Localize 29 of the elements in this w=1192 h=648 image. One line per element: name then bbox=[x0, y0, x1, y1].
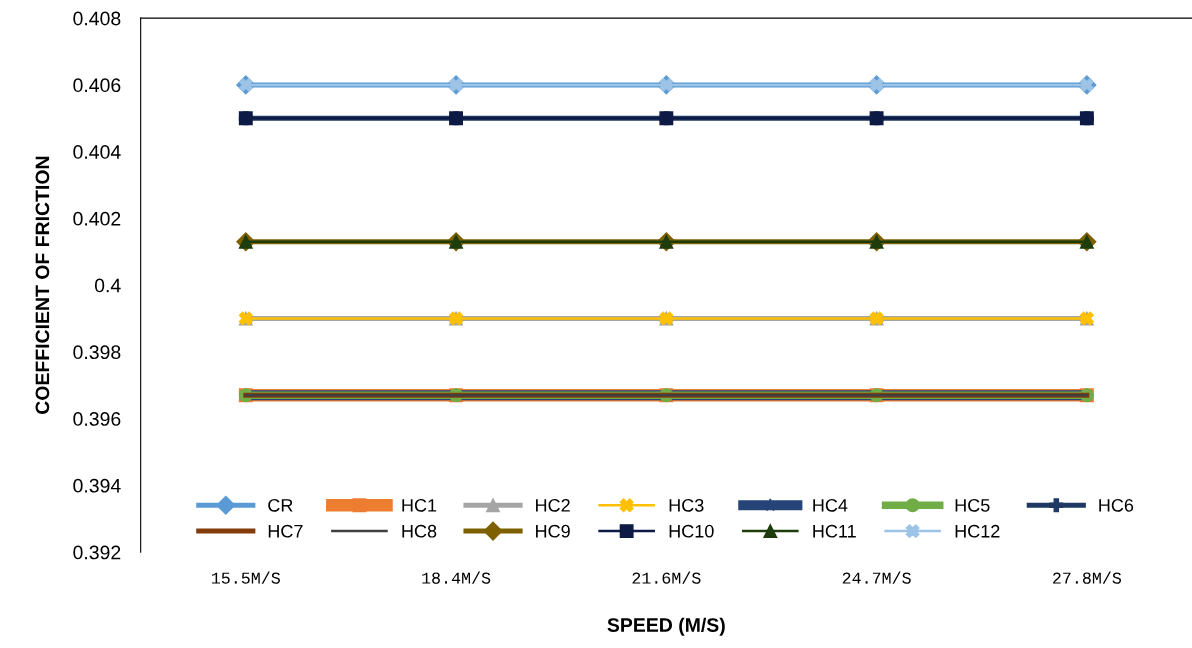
x-tick-label: 21.6M/S bbox=[632, 571, 701, 584]
legend-label: HC5 bbox=[955, 498, 990, 512]
legend-label: HC9 bbox=[536, 524, 570, 538]
y-tick-label: 0.392 bbox=[73, 545, 121, 560]
legend-label: HC3 bbox=[669, 498, 704, 512]
legend-label: HC11 bbox=[813, 524, 856, 538]
legend-label: HC10 bbox=[669, 524, 714, 538]
legend-label: HC2 bbox=[536, 498, 570, 512]
x-tick-label: 24.7M/S bbox=[842, 571, 911, 584]
legend-label: HC8 bbox=[402, 524, 437, 538]
y-tick-label: 0.402 bbox=[73, 211, 121, 226]
y-tick-label: 0.398 bbox=[73, 345, 121, 360]
y-tick-label: 0.394 bbox=[73, 478, 121, 493]
y-tick-label: 0.396 bbox=[73, 412, 121, 426]
y-tick-label: 0.408 bbox=[73, 11, 121, 26]
legend-label: CR bbox=[268, 498, 293, 512]
legend-label: HC6 bbox=[1099, 498, 1134, 512]
legend-label: HC12 bbox=[955, 524, 1000, 538]
x-axis-title: SPEED (M/S) bbox=[607, 617, 725, 636]
x-tick-label: 18.4M/S bbox=[422, 571, 491, 584]
y-axis-title: COEFFICIENT OF FRICTION bbox=[35, 156, 50, 414]
y-tick-label: 0.4 bbox=[94, 278, 121, 293]
legend-label: HC4 bbox=[813, 498, 848, 512]
legend-label: HC7 bbox=[268, 524, 303, 538]
legend-label: HC1 bbox=[402, 498, 437, 512]
y-tick-label: 0.406 bbox=[73, 78, 121, 93]
y-tick-label: 0.404 bbox=[73, 145, 121, 159]
x-tick-label: 27.8M/S bbox=[1053, 571, 1122, 584]
x-tick-label: 15.5M/S bbox=[211, 571, 280, 584]
